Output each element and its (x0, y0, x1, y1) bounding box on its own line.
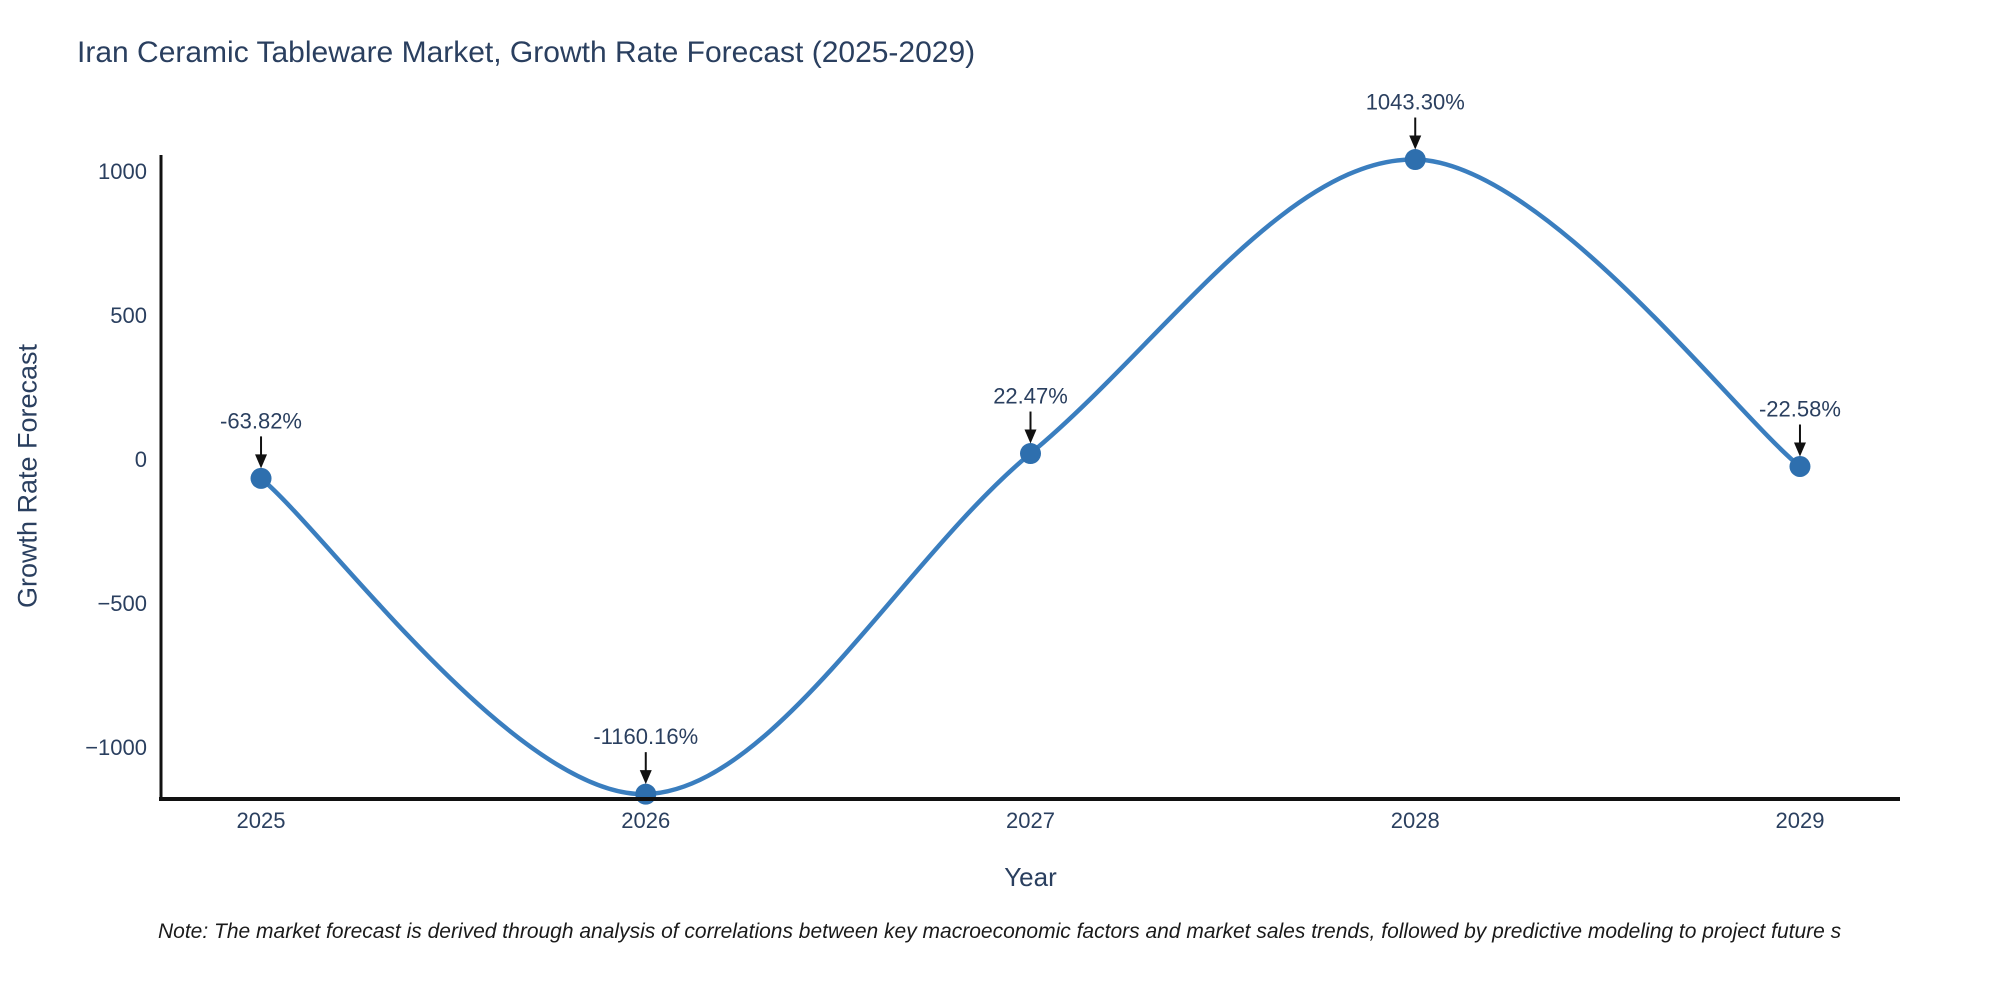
data-point-2029 (1789, 456, 1811, 478)
annotation-arrowhead (1793, 442, 1806, 457)
point-label: -1160.16% (593, 724, 698, 749)
x-tick-label: 2026 (621, 808, 670, 833)
x-axis-title: Year (1004, 862, 1057, 892)
x-tick-label: 2025 (237, 808, 286, 833)
x-tick-label: 2027 (1006, 808, 1055, 833)
annotation-arrowhead (1409, 135, 1422, 150)
y-tick-label: 0 (135, 447, 147, 472)
x-tick-label: 2029 (1775, 808, 1824, 833)
data-point-2027 (1020, 443, 1041, 465)
point-label: 1043.30% (1366, 90, 1465, 115)
y-tick-label: 500 (110, 303, 147, 328)
point-label: -63.82% (220, 408, 302, 433)
trace-line (259, 157, 1802, 797)
point-label: -22.58% (1759, 397, 1841, 422)
chart-title: Iran Ceramic Tableware Market, Growth Ra… (77, 36, 976, 69)
data-point-2028 (1404, 149, 1426, 171)
annotation-arrowhead (1024, 429, 1037, 444)
footnote: Note: The market forecast is derived thr… (158, 920, 1842, 943)
y-tick-label: −1000 (85, 735, 147, 760)
y-tick-label: −500 (97, 591, 147, 616)
point-label: 22.47% (993, 384, 1068, 409)
y-tick-label: 1000 (98, 159, 147, 184)
data-point-2025 (250, 467, 272, 489)
annotation-arrowhead (639, 770, 652, 785)
data-point-2026 (635, 783, 657, 805)
x-tick-label: 2028 (1391, 808, 1440, 833)
annotation-arrowhead (255, 454, 268, 469)
